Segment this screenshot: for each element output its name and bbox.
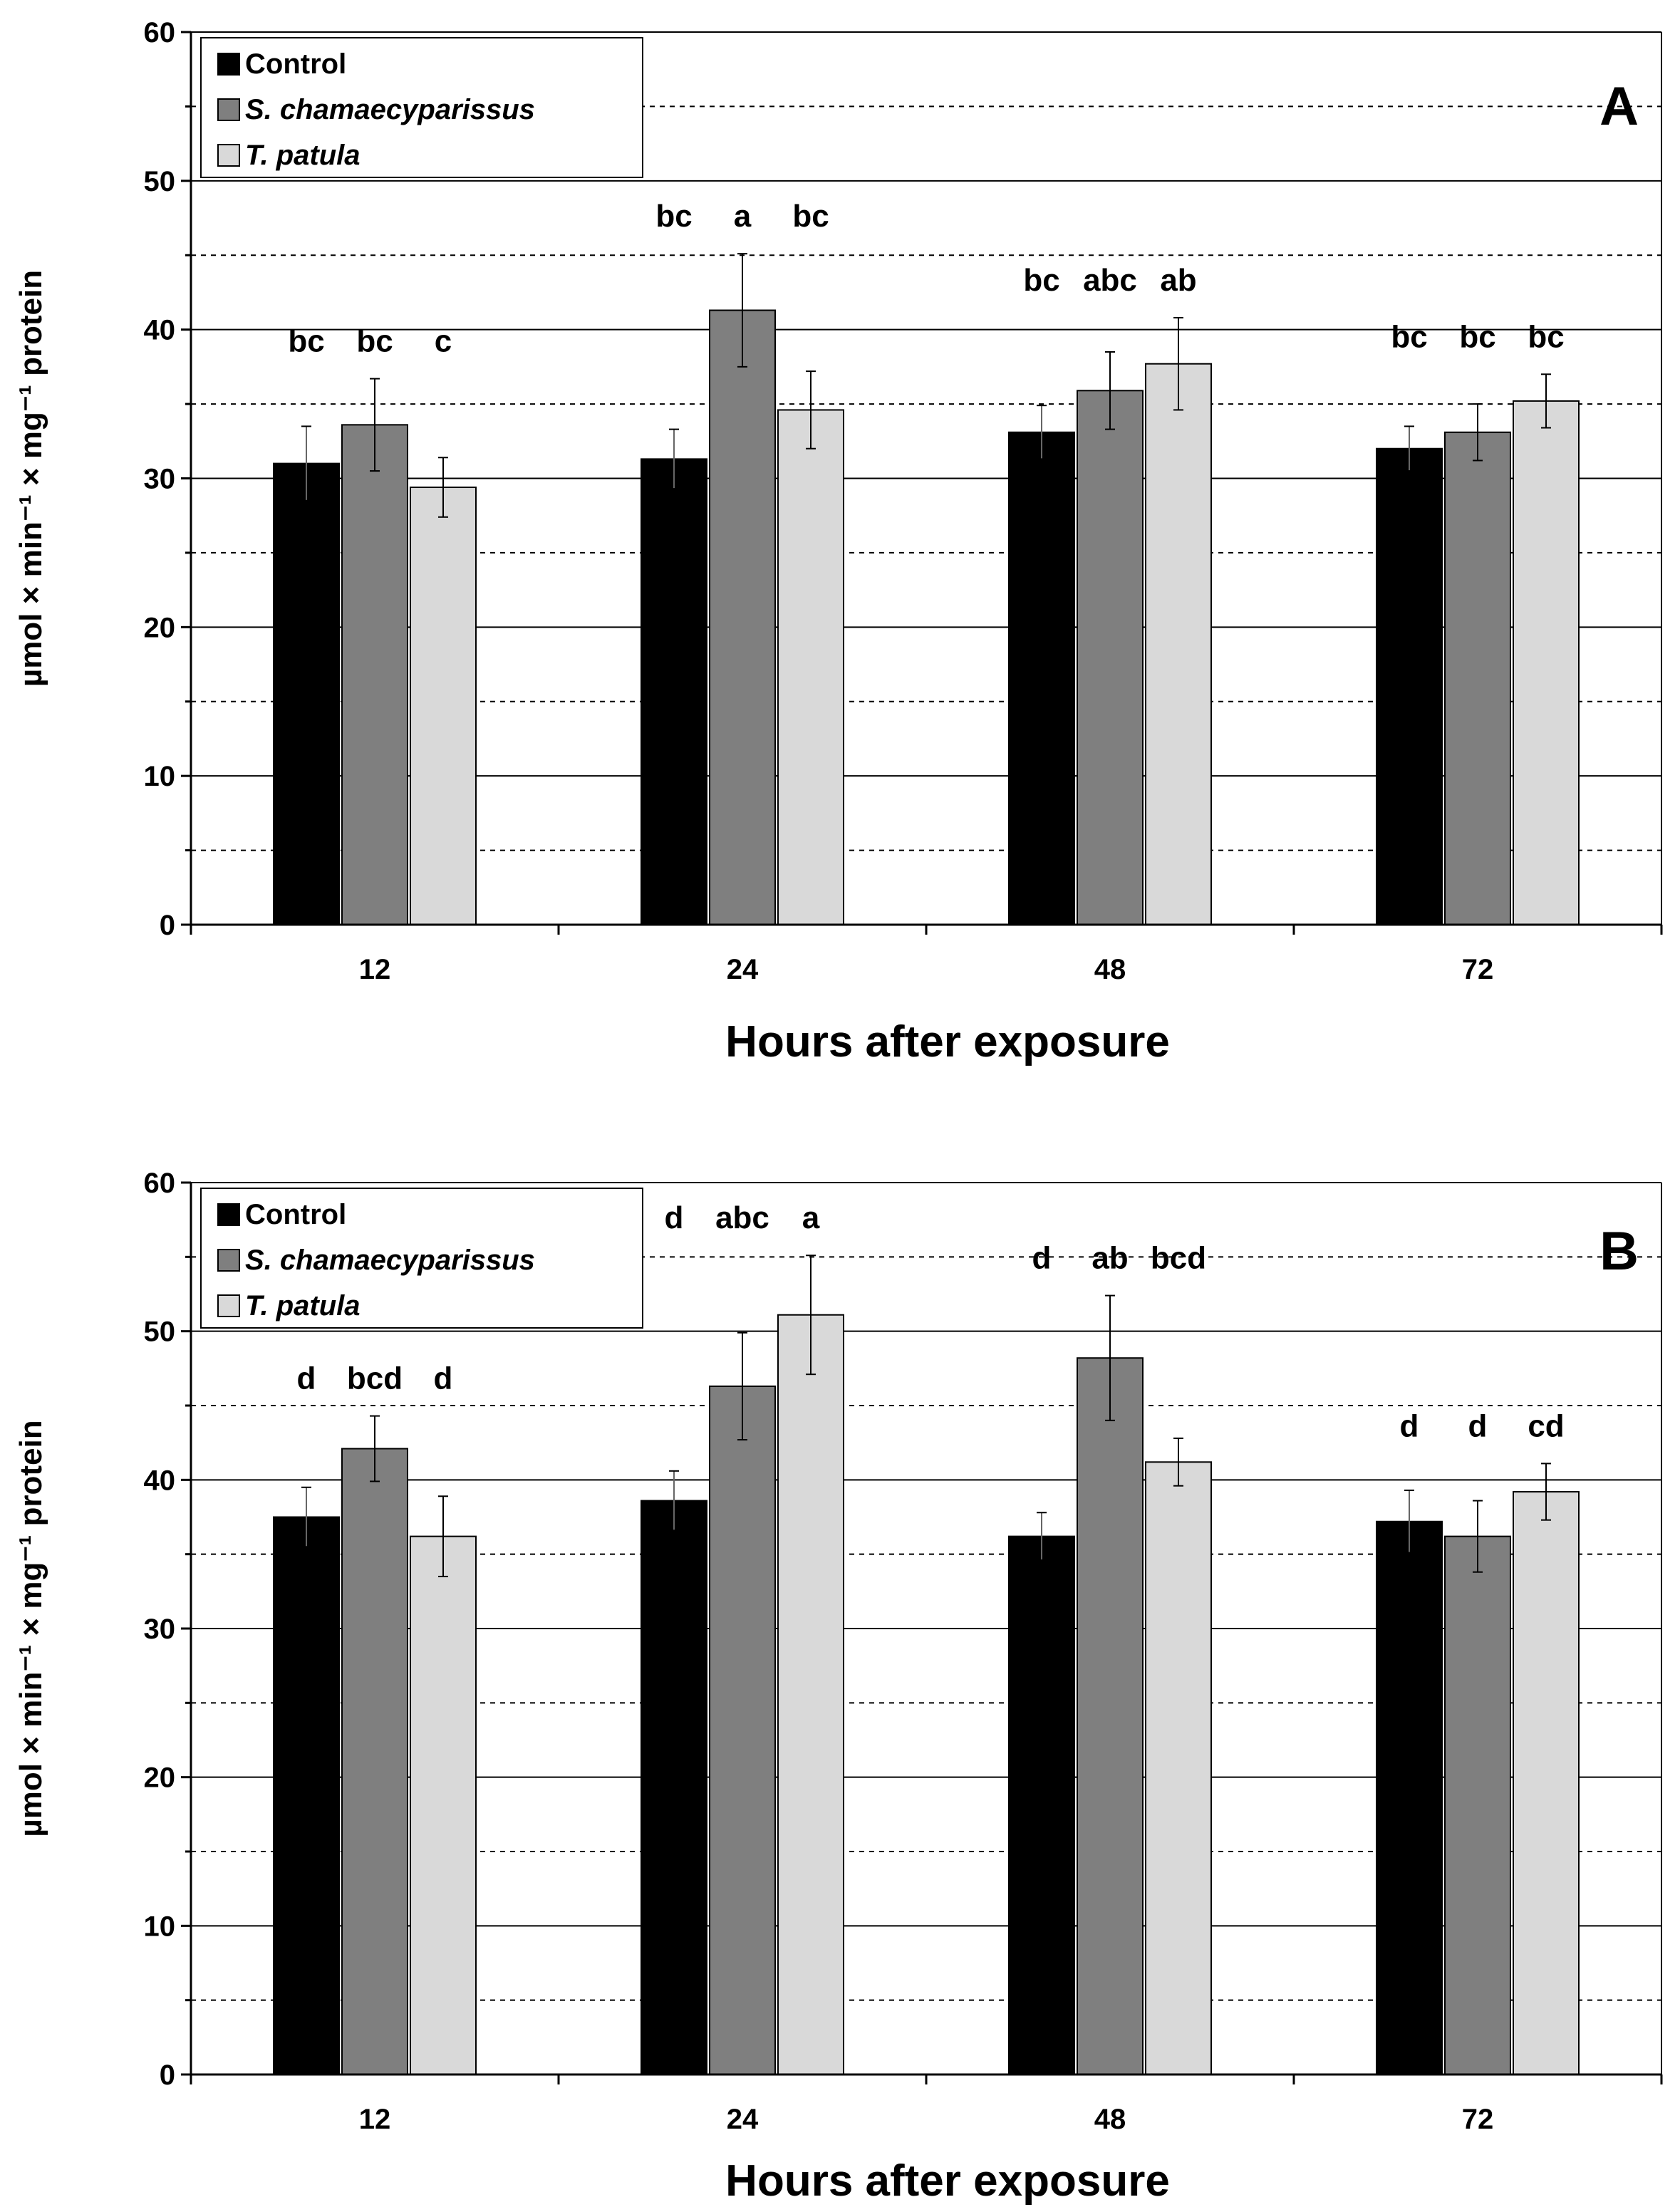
legend-swatch — [217, 144, 240, 167]
significance-letter: bcd — [1151, 1241, 1206, 1276]
bar — [410, 1535, 477, 2076]
bar — [1513, 1491, 1580, 2075]
y-tick-label: 10 — [144, 1911, 176, 1942]
bar — [1145, 1461, 1212, 2075]
bar — [1077, 390, 1144, 925]
y-tick-label: 10 — [144, 761, 176, 792]
significance-letter: bc — [356, 324, 393, 359]
legend-swatch — [217, 98, 240, 121]
legend-label: Control — [245, 48, 346, 80]
significance-letter: c — [435, 324, 452, 359]
legend-box — [200, 1188, 643, 1329]
bar — [1008, 1535, 1075, 2076]
bar — [1145, 363, 1212, 926]
significance-letter: d — [434, 1361, 453, 1396]
bar — [709, 309, 776, 926]
y-tick-label: 20 — [144, 612, 176, 643]
x-tick-label: 24 — [727, 954, 759, 985]
bar — [273, 1516, 340, 2075]
bar — [341, 1448, 408, 2075]
y-tick-label: 0 — [160, 2060, 175, 2091]
legend-swatch — [217, 1249, 240, 1272]
legend-label: Control — [245, 1199, 346, 1230]
panel-label: A — [1599, 76, 1639, 137]
x-tick-label: 48 — [1094, 2104, 1126, 2135]
significance-letter: bc — [1391, 319, 1427, 354]
significance-letter: d — [665, 1200, 684, 1235]
bar — [1376, 447, 1443, 925]
bar — [273, 462, 340, 925]
x-tick-label: 12 — [359, 954, 391, 985]
significance-letter: bc — [655, 199, 692, 234]
significance-letter: ab — [1160, 263, 1196, 298]
x-tick-label: 72 — [1462, 2104, 1494, 2135]
y-tick-label: 0 — [160, 910, 175, 941]
bar — [1513, 400, 1580, 925]
significance-letter: abc — [1083, 263, 1137, 298]
bar — [709, 1385, 776, 2075]
legend-label: T. patula — [245, 140, 360, 171]
significance-letter: bc — [792, 199, 829, 234]
y-tick-label: 30 — [144, 1614, 176, 1645]
x-axis-title: Hours after exposure — [725, 1017, 1170, 1066]
legend-label: S. chamaecyparissus — [245, 1245, 535, 1276]
significance-letter: a — [734, 199, 752, 234]
significance-letter: cd — [1528, 1408, 1564, 1443]
legend-swatch — [217, 1294, 240, 1317]
x-tick-label: 12 — [359, 2104, 391, 2135]
bar — [1008, 431, 1075, 925]
panel-label: B — [1599, 1221, 1639, 1282]
significance-letter: a — [802, 1200, 820, 1235]
significance-letter: bc — [1528, 319, 1564, 354]
legend-swatch — [217, 1203, 240, 1226]
significance-letter: bc — [1023, 263, 1059, 298]
significance-letter: bcd — [347, 1361, 403, 1396]
bar — [1444, 1535, 1511, 2076]
x-tick-label: 24 — [727, 2104, 759, 2135]
significance-letter: d — [297, 1361, 316, 1396]
y-tick-label: 40 — [144, 315, 176, 346]
y-tick-label: 40 — [144, 1465, 176, 1496]
bar — [1077, 1357, 1144, 2075]
bar — [410, 487, 477, 925]
legend-swatch — [217, 53, 240, 76]
significance-letter: d — [1032, 1241, 1052, 1276]
y-axis-title: µmol × min⁻¹ × mg⁻¹ protein — [14, 1420, 48, 1837]
y-axis-title: µmol × min⁻¹ × mg⁻¹ protein — [14, 270, 48, 687]
bar — [641, 458, 707, 925]
legend-box — [200, 37, 643, 178]
y-tick-label: 20 — [144, 1762, 176, 1794]
y-tick-label: 50 — [144, 1317, 176, 1348]
significance-letter: abc — [715, 1200, 769, 1235]
bar — [341, 424, 408, 925]
significance-letter: d — [1468, 1408, 1488, 1443]
significance-letter: bc — [1459, 319, 1495, 354]
legend-label: T. patula — [245, 1290, 360, 1321]
significance-letter: d — [1400, 1408, 1419, 1443]
x-tick-label: 72 — [1462, 954, 1494, 985]
bar — [641, 1500, 707, 2075]
significance-letter: ab — [1092, 1241, 1128, 1276]
legend-label: S. chamaecyparissus — [245, 94, 535, 125]
x-axis-title: Hours after exposure — [725, 2156, 1170, 2206]
significance-letter: bc — [288, 324, 324, 359]
x-tick-label: 48 — [1094, 954, 1126, 985]
bar — [1444, 431, 1511, 925]
y-tick-label: 30 — [144, 464, 176, 495]
y-tick-label: 50 — [144, 166, 176, 197]
bar — [1376, 1520, 1443, 2075]
bar — [777, 409, 844, 925]
y-tick-label: 60 — [144, 1168, 176, 1199]
y-tick-label: 60 — [144, 17, 176, 48]
bar — [777, 1314, 844, 2075]
